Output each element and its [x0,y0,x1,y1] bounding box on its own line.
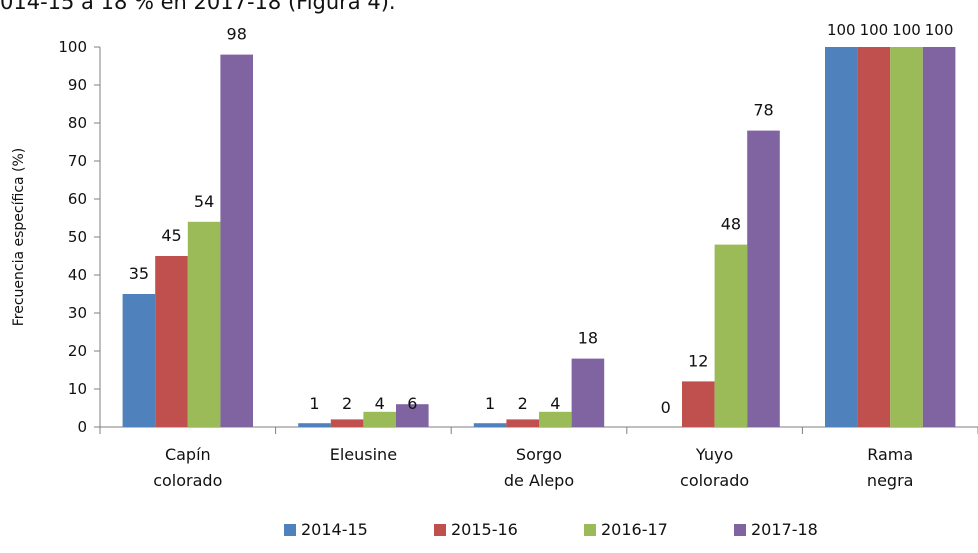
bar [396,404,429,427]
bar [922,47,956,427]
x-category-label: Rama [867,445,913,464]
x-category-label: negra [867,471,914,490]
data-label: 48 [721,215,741,234]
bar [539,411,572,427]
y-tick-label: 20 [68,342,87,360]
legend-swatch [434,524,446,536]
bar [825,47,858,427]
y-tick-label: 90 [68,76,87,94]
bar [890,47,923,427]
bar [155,256,188,427]
x-category-label: Yuyo [695,445,733,464]
y-tick-label: 100 [58,38,87,56]
y-tick-label: 30 [68,304,87,322]
data-label: 35 [129,264,149,283]
legend-label: 2016-17 [601,520,668,539]
x-category-label: de Alepo [504,471,574,490]
header-text-fragment: 014-15 a 18 % en 2017-18 (Figura 4). [0,0,396,14]
legend-label: 2014-15 [301,520,368,539]
x-category-label: colorado [680,471,749,490]
data-label: 100 [892,21,921,39]
y-tick-label: 70 [68,152,87,170]
legend-label: 2017-18 [751,520,818,539]
bar [363,411,396,427]
bar [682,381,715,427]
bar [747,130,780,427]
y-tick-label: 10 [68,380,87,398]
bar [571,358,605,427]
y-tick-label: 40 [68,266,87,284]
data-label: 1 [485,394,495,413]
data-label: 98 [227,25,247,44]
y-tick-label: 60 [68,190,87,208]
data-label: 100 [860,21,889,39]
bar [857,47,891,427]
data-label: 12 [688,351,708,370]
legend-swatch [584,524,596,536]
data-label: 100 [827,21,856,39]
data-label: 100 [925,21,954,39]
data-label: 45 [161,226,181,245]
bar [187,221,221,427]
bar [506,419,539,427]
x-category-label: Eleusine [330,445,397,464]
data-label: 0 [661,398,671,417]
bar [220,54,253,427]
data-label: 78 [753,101,773,120]
data-label: 6 [407,394,417,413]
x-category-label: Capín [165,445,211,464]
y-tick-label: 0 [77,418,87,436]
data-label: 1 [309,394,319,413]
x-category-label: Sorgo [516,445,562,464]
data-label: 2 [342,394,352,413]
bar [473,423,507,427]
bar [298,423,331,427]
data-label: 4 [550,394,560,413]
y-tick-label: 50 [68,228,87,246]
y-axis-title: Frecuencia específica (%) [11,148,27,327]
legend-label: 2015-16 [451,520,518,539]
data-label: 2 [518,394,528,413]
data-label: 54 [194,192,214,211]
legend-swatch [734,524,746,536]
bar [714,244,748,427]
bar [122,294,156,427]
legend-swatch [284,524,296,536]
data-label: 4 [375,394,385,413]
y-tick-label: 80 [68,114,87,132]
bar [330,419,364,427]
x-category-label: colorado [153,471,222,490]
data-label: 18 [578,329,598,348]
